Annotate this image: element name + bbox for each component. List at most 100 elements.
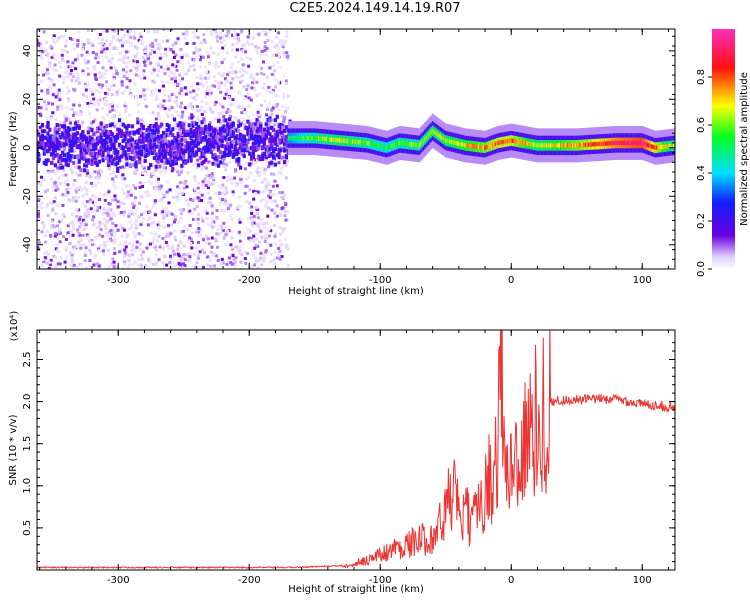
spectrogram-noise-cell <box>199 199 203 203</box>
spectrogram-noise-cell <box>50 55 54 59</box>
spectrogram-noise-cell <box>37 216 41 220</box>
spectrogram-noise-cell <box>209 129 213 133</box>
spectrogram-cell <box>44 148 48 153</box>
spectrogram-noise-cell <box>147 256 151 260</box>
spectrogram-noise-cell <box>143 64 147 68</box>
spectrogram-noise-cell <box>114 198 118 202</box>
spectrogram-noise-cell <box>174 41 178 45</box>
spectrogram-noise-cell <box>219 199 223 203</box>
spectrogram-cell <box>226 124 230 129</box>
spectrogram-noise-cell <box>279 195 283 199</box>
spectrogram-cell <box>108 123 112 128</box>
spectrogram-cell <box>105 124 109 129</box>
spectrogram-noise-cell <box>72 247 76 251</box>
spectrogram-cell <box>481 145 484 150</box>
spectrogram-noise-cell <box>261 29 265 33</box>
spectrogram-noise-cell <box>132 212 136 216</box>
spectrogram-cell <box>253 122 257 127</box>
spectrogram-noise-cell <box>254 161 258 165</box>
spectrogram-noise-cell <box>50 169 54 173</box>
spectrogram-cell <box>123 136 127 141</box>
spectrogram-noise-cell <box>132 140 136 144</box>
spectrogram-noise-cell <box>68 147 72 151</box>
spectrogram-noise-cell <box>174 214 178 218</box>
spectrogram-cell <box>130 137 134 142</box>
spectrogram-cell <box>160 158 164 163</box>
spectrogram-cell <box>359 140 362 145</box>
spectrogram-noise-cell <box>93 67 97 71</box>
spectrogram-noise-cell <box>144 45 148 49</box>
spectrogram-noise-cell <box>56 187 60 191</box>
spectrogram-cell <box>105 135 109 140</box>
spectrogram-noise-cell <box>57 36 61 40</box>
spectrogram-cell <box>81 152 85 157</box>
spectrogram-cell <box>138 130 142 135</box>
spectrogram-noise-cell <box>164 240 168 244</box>
spectrogram-noise-cell <box>197 234 201 238</box>
spectrogram-cell <box>81 156 85 161</box>
spectrogram-noise-cell <box>253 263 257 267</box>
spectrogram-noise-cell <box>157 117 161 121</box>
spectrogram-noise-cell <box>162 263 166 267</box>
spectrogram-noise-cell <box>146 194 150 198</box>
spectrogram-noise-cell <box>43 256 47 260</box>
spectrogram-cell <box>105 129 109 134</box>
spectrogram-cell <box>572 143 574 148</box>
spectrogram-noise-cell <box>213 237 217 241</box>
spectrogram-noise-cell <box>44 234 48 238</box>
spectrogram-cell <box>260 145 265 150</box>
spectrogram-cell <box>106 153 111 158</box>
spectrogram-cell <box>366 140 369 146</box>
spectrogram-noise-cell <box>214 100 218 104</box>
spectrogram-noise-cell <box>104 69 108 73</box>
spectrogram-cell <box>141 126 145 131</box>
spectrogram-cell <box>603 141 606 146</box>
spectrogram-cell <box>262 130 267 135</box>
spectrogram-cell <box>97 126 101 131</box>
spectrogram-cell <box>277 155 281 160</box>
spectrogram-cell <box>196 147 200 152</box>
spectrogram-noise-cell <box>234 256 238 260</box>
spectrogram-cell <box>231 149 235 154</box>
spectrogram-cell <box>68 143 72 148</box>
spectrogram-noise-cell <box>271 89 275 93</box>
spectrogram-noise-cell <box>58 74 62 78</box>
spectrogram-noise-cell <box>51 91 55 95</box>
spectrogram-noise-cell <box>88 238 92 242</box>
spectrogram-cell <box>130 130 134 135</box>
spectrogram-cell <box>130 149 134 154</box>
spectrogram-noise-cell <box>247 145 251 149</box>
spectrogram-cell <box>620 140 623 146</box>
spectrogram-noise-cell <box>54 188 58 192</box>
spectrogram-noise-cell <box>214 192 218 196</box>
spectrogram-noise-cell <box>97 91 101 95</box>
spectrogram-noise-cell <box>196 158 200 162</box>
spectrogram-noise-cell <box>276 80 280 84</box>
spectrogram-noise-cell <box>185 29 189 33</box>
spectrogram-cell <box>84 144 89 149</box>
spectrogram-noise-cell <box>84 223 88 227</box>
spectrogram-cell <box>160 141 164 146</box>
spectrogram-noise-cell <box>116 38 120 42</box>
spectrogram-noise-cell <box>263 204 267 208</box>
spectrogram-noise-cell <box>121 173 125 177</box>
spectrogram-noise-cell <box>139 265 143 269</box>
spectrogram-noise-cell <box>151 221 155 225</box>
spectrogram-noise-cell <box>131 242 135 246</box>
spectrogram-cell <box>127 148 131 153</box>
spectrogram-cell <box>218 129 223 134</box>
spectrogram-noise-cell <box>120 176 124 180</box>
spectrogram-noise-cell <box>257 226 261 230</box>
spectrogram-noise-cell <box>208 257 212 261</box>
spectrogram-cell <box>599 141 602 147</box>
spectrogram-noise-cell <box>92 102 96 106</box>
spectrogram-cell <box>510 138 513 143</box>
spectrogram-cell <box>235 140 239 145</box>
spectrogram-noise-cell <box>70 69 74 73</box>
spectrogram-noise-cell <box>272 224 276 228</box>
spectrogram-noise-cell <box>129 69 133 73</box>
spectrogram-noise-cell <box>260 53 264 57</box>
spectrogram-cell <box>207 147 212 152</box>
spectrogram-noise-cell <box>196 49 200 53</box>
spectrogram-noise-cell <box>213 84 217 88</box>
